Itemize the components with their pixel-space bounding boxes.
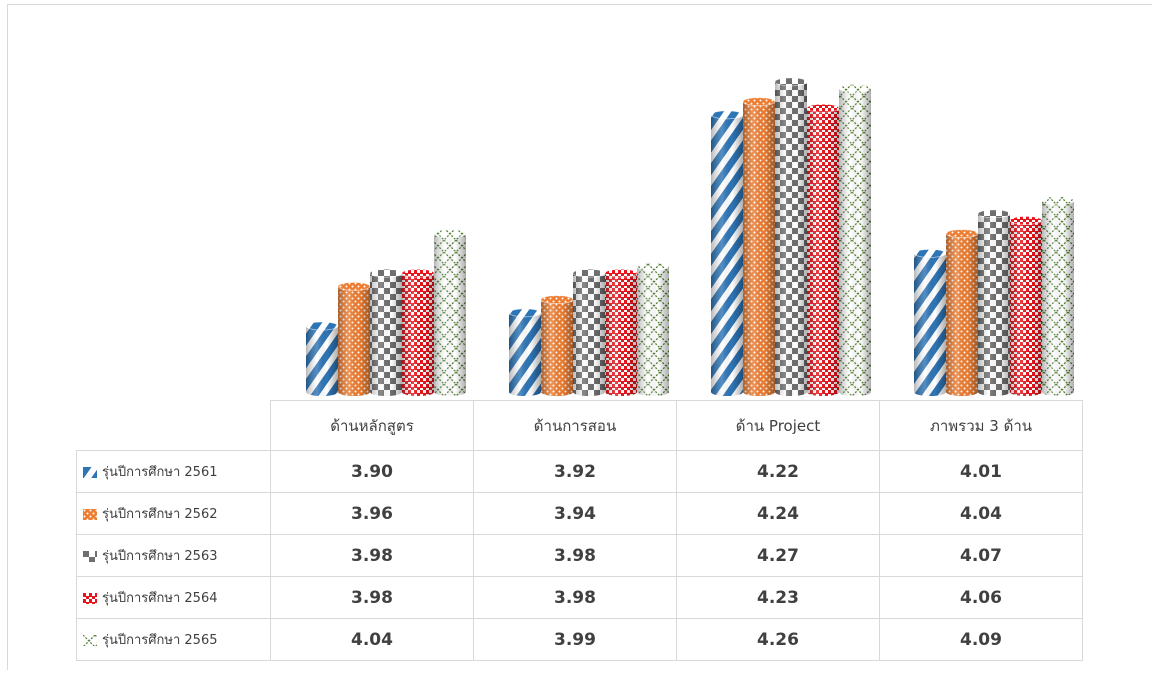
data-cell: 3.96 (270, 492, 474, 535)
bar (433, 229, 467, 396)
data-cell: 4.01 (879, 450, 1083, 493)
data-cell: 4.22 (676, 450, 880, 493)
data-cell: 3.92 (473, 450, 677, 493)
legend-key-icon (83, 593, 97, 604)
category-header: ด้านหลักสูตร (270, 400, 474, 451)
bar (1009, 215, 1043, 396)
series-label: รุ่นปีการศึกษา 2564 (102, 591, 218, 606)
table-row: รุ่นปีการศึกษา 2562 3.96 3.94 4.24 4.04 (76, 492, 1083, 535)
table-row: รุ่นปีการศึกษา 2565 4.04 3.99 4.26 4.09 (76, 618, 1083, 661)
data-cell: 3.90 (270, 450, 474, 493)
series-label: รุ่นปีการศึกษา 2565 (102, 633, 218, 648)
table-row: รุ่นปีการศึกษา 2561 3.90 3.92 4.22 4.01 (76, 450, 1083, 493)
table-row: รุ่นปีการศึกษา 2563 3.98 3.98 4.27 4.07 (76, 534, 1083, 577)
data-cell: 4.04 (879, 492, 1083, 535)
legend-entry: รุ่นปีการศึกษา 2564 (76, 576, 271, 619)
table-corner (76, 400, 271, 451)
category-header: ด้านการสอน (473, 400, 677, 451)
data-cell: 4.26 (676, 618, 880, 661)
bar (401, 268, 435, 396)
legend-key-icon (83, 509, 97, 520)
data-cell: 3.98 (473, 534, 677, 577)
bar (945, 229, 979, 396)
data-cell: 4.09 (879, 618, 1083, 661)
bar (913, 248, 947, 396)
legend-key-icon (83, 635, 97, 646)
bar (806, 103, 840, 396)
data-cell: 3.98 (473, 576, 677, 619)
legend-entry: รุ่นปีการศึกษา 2562 (76, 492, 271, 535)
legend-entry: รุ่นปีการศึกษา 2563 (76, 534, 271, 577)
bar (838, 84, 872, 397)
legend-entry: รุ่นปีการศึกษา 2565 (76, 618, 271, 661)
bar (508, 308, 542, 396)
data-cell: 4.23 (676, 576, 880, 619)
data-cell: 4.27 (676, 534, 880, 577)
table-row: รุ่นปีการศึกษา 2564 3.98 3.98 4.23 4.06 (76, 576, 1083, 619)
bar (1041, 196, 1075, 396)
data-cell: 4.04 (270, 618, 474, 661)
category-header: ด้าน Project (676, 400, 880, 451)
bar (540, 295, 574, 396)
bar (710, 110, 744, 397)
plot-area (305, 77, 1075, 397)
bar (337, 281, 371, 396)
bar (604, 268, 638, 396)
legend-entry: รุ่นปีการศึกษา 2561 (76, 450, 271, 493)
data-cell: 3.99 (473, 618, 677, 661)
legend-key-icon (83, 467, 97, 478)
bar (369, 268, 403, 396)
data-cell: 3.98 (270, 534, 474, 577)
legend-key-icon (83, 551, 97, 562)
bar (305, 321, 339, 396)
data-table: ด้านหลักสูตร ด้านการสอน ด้าน Project ภาพ… (76, 400, 1083, 661)
data-cell: 3.98 (270, 576, 474, 619)
data-cell: 4.07 (879, 534, 1083, 577)
series-label: รุ่นปีการศึกษา 2562 (102, 507, 218, 522)
data-cell: 4.06 (879, 576, 1083, 619)
bar (742, 97, 776, 396)
data-cell: 4.24 (676, 492, 880, 535)
bar (572, 268, 606, 396)
table-header-row: ด้านหลักสูตร ด้านการสอน ด้าน Project ภาพ… (76, 400, 1083, 451)
series-label: รุ่นปีการศึกษา 2563 (102, 549, 218, 564)
bar-group (305, 77, 1075, 397)
bar (774, 77, 808, 397)
chart-frame (7, 4, 1152, 670)
bar (636, 262, 670, 396)
series-label: รุ่นปีการศึกษา 2561 (102, 465, 218, 480)
category-header: ภาพรวม 3 ด้าน (879, 400, 1083, 451)
data-cell: 3.94 (473, 492, 677, 535)
bar (977, 209, 1011, 396)
